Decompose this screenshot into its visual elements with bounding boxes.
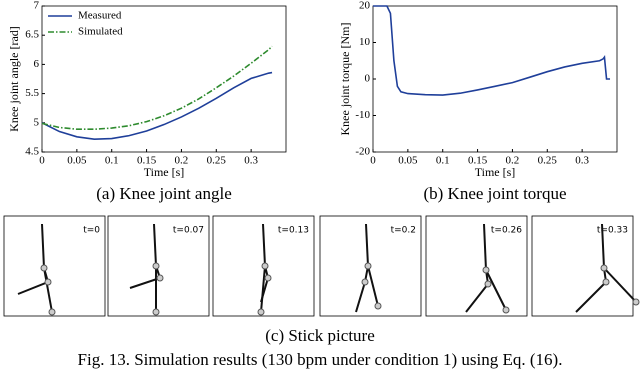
x-tick-label: 0.25 (207, 155, 227, 167)
stick-leg (43, 267, 53, 313)
x-tick-label: 0.3 (244, 155, 258, 167)
stick-time-label: t=0.33 (597, 226, 628, 236)
x-tick-label: 0.2 (175, 155, 189, 167)
stick-leg (129, 223, 162, 289)
x-tick-label: 0.05 (398, 155, 418, 167)
legend-label: Measured (78, 10, 122, 22)
stick-joint (361, 278, 369, 286)
x-tick-label: 0.2 (506, 155, 520, 167)
stick-joint (484, 280, 492, 288)
stick-joint (602, 278, 610, 286)
y-tick-label: 10 (359, 36, 371, 48)
stick-joint (600, 264, 608, 272)
stick-joint (264, 274, 272, 282)
y-tick-label: 5 (34, 116, 40, 128)
stick-leg (260, 265, 266, 313)
x-tick-label: 0.05 (67, 155, 87, 167)
x-tick-label: 0.15 (468, 155, 488, 167)
stick-panel (531, 215, 634, 317)
y-tick-label: 6.5 (25, 29, 39, 41)
stick-time-label: t=0.26 (491, 226, 522, 236)
stick-leg (355, 223, 370, 313)
x-tick-label: 0.3 (575, 155, 589, 167)
stick-joint (502, 306, 510, 314)
stick-joint (40, 264, 48, 272)
stick-joint (48, 308, 56, 316)
stick-time-label: t=0.13 (278, 226, 309, 236)
stick-joint (156, 274, 164, 282)
stick-joint (364, 262, 372, 270)
y-axis-label: Knee joint torque [Nm] (338, 23, 352, 136)
x-tick-label: 0 (370, 155, 376, 167)
stick-leg (260, 223, 270, 303)
stick-joint (152, 262, 160, 270)
y-tick-label: 4.5 (25, 146, 39, 158)
stick-leg (465, 223, 490, 313)
figure-caption: Fig. 13. Simulation results (130 bpm und… (78, 350, 563, 369)
y-axis-label: Knee joint angle [rad] (7, 26, 21, 132)
stick-joint (482, 266, 490, 274)
y-tick-label: 7 (34, 0, 40, 12)
plot-frame (372, 5, 618, 153)
y-tick-label: 20 (359, 0, 371, 12)
stick-joint (374, 302, 382, 310)
stick-joint (257, 308, 265, 316)
legend-label: Simulated (78, 26, 123, 38)
y-tick-label: 6 (34, 58, 40, 70)
stick-panel (3, 215, 106, 317)
stick-leg (575, 223, 608, 313)
chart-caption: (a) Knee joint angle (96, 184, 231, 203)
stick-joint (632, 298, 640, 306)
stick-time-label: t=0.07 (173, 226, 204, 236)
y-tick-label: -20 (355, 146, 370, 158)
x-axis-label: Time [s] (144, 165, 185, 179)
plot-frame (41, 5, 287, 153)
x-tick-label: 0.15 (137, 155, 157, 167)
y-tick-label: 5.5 (25, 87, 39, 99)
x-tick-label: 0.25 (538, 155, 558, 167)
x-tick-label: 0 (39, 155, 45, 167)
stick-leg (367, 265, 379, 307)
y-tick-label: -10 (355, 109, 370, 121)
stick-time-label: t=0.2 (391, 226, 416, 236)
y-tick-label: 0 (365, 73, 371, 85)
x-tick-label: 0.1 (105, 155, 119, 167)
data-line (41, 45, 273, 131)
x-axis-label: Time [s] (475, 165, 516, 179)
stick-leg (603, 267, 637, 303)
x-tick-label: 0.1 (436, 155, 450, 167)
stick-caption: (c) Stick picture (265, 326, 375, 345)
chart-caption: (b) Knee joint torque (423, 184, 566, 203)
data-line (373, 5, 611, 96)
data-line (41, 71, 273, 140)
stick-time-label: t=0 (83, 226, 100, 236)
stick-joint (44, 278, 52, 286)
stick-joint (261, 262, 269, 270)
stick-joint (152, 308, 160, 316)
stick-leg (485, 269, 507, 311)
